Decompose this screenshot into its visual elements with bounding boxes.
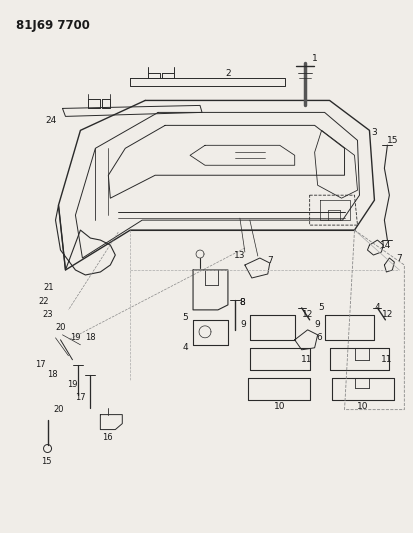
Text: 23: 23: [42, 310, 53, 319]
Text: 12: 12: [302, 310, 313, 319]
Text: 9: 9: [315, 320, 320, 329]
Text: 19: 19: [67, 380, 78, 389]
Text: 18: 18: [47, 370, 58, 379]
Text: 17: 17: [75, 393, 86, 402]
Text: 8: 8: [239, 298, 245, 308]
Text: 18: 18: [85, 333, 96, 342]
Text: 15: 15: [387, 136, 398, 145]
Text: 24: 24: [45, 116, 56, 125]
Text: 5: 5: [182, 313, 188, 322]
Text: 6: 6: [317, 333, 323, 342]
Text: 11: 11: [381, 356, 392, 364]
Text: 81J69 7700: 81J69 7700: [16, 19, 90, 31]
Text: 9: 9: [240, 320, 246, 329]
Text: 12: 12: [382, 310, 393, 319]
Text: 11: 11: [301, 356, 312, 364]
Text: 4: 4: [375, 303, 380, 312]
Text: 21: 21: [43, 284, 54, 293]
Text: 5: 5: [319, 303, 325, 312]
Text: 20: 20: [53, 405, 64, 414]
Text: 7: 7: [396, 254, 402, 263]
Text: 1: 1: [312, 54, 318, 63]
Text: 10: 10: [357, 402, 368, 411]
Text: 15: 15: [41, 457, 52, 466]
Text: 13: 13: [234, 251, 246, 260]
Text: 17: 17: [35, 360, 46, 369]
Text: 20: 20: [55, 324, 66, 333]
Text: 2: 2: [225, 69, 231, 78]
Text: 22: 22: [38, 297, 49, 306]
Text: 4: 4: [182, 343, 188, 352]
Text: 19: 19: [70, 333, 81, 342]
Text: 3: 3: [372, 128, 377, 137]
Text: 8: 8: [239, 298, 245, 308]
Text: 14: 14: [380, 240, 391, 249]
Text: 7: 7: [267, 255, 273, 264]
Text: 10: 10: [274, 402, 285, 411]
Text: 16: 16: [102, 433, 113, 442]
